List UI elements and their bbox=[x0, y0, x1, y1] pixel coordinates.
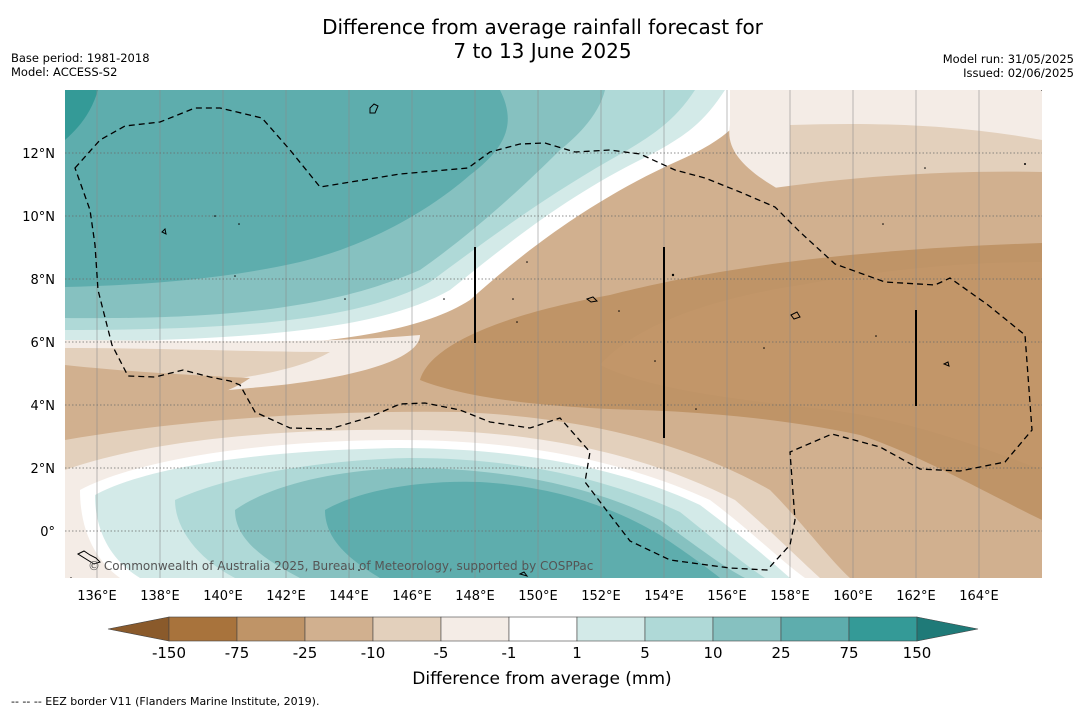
colorbar-tick-labels: -150 -75 -25 -10 -5 -1 1 5 10 25 75 150 bbox=[152, 644, 931, 662]
colorbar-cell-3 bbox=[304, 616, 374, 642]
lat-label-0: 0° bbox=[40, 525, 55, 540]
cb-tick-label: 25 bbox=[771, 644, 790, 662]
map-title-line2: 7 to 13 June 2025 bbox=[453, 39, 632, 63]
eez-border bbox=[74, 107, 1033, 571]
base-period-text: Base period: 1981-2018 bbox=[11, 51, 150, 65]
cb-tick-label: -75 bbox=[225, 644, 250, 662]
colorbar-cell-6 bbox=[508, 616, 578, 642]
lon-label-148E: 148°E bbox=[455, 589, 495, 604]
colorbar-cell-1 bbox=[168, 616, 238, 642]
lon-label-156E: 156°E bbox=[707, 589, 747, 604]
island-outlines bbox=[76, 103, 950, 577]
lon-label-142E: 142°E bbox=[266, 589, 306, 604]
small-islands bbox=[70, 90, 1042, 578]
colorbar-cell-5 bbox=[440, 616, 510, 642]
lon-label-146E: 146°E bbox=[392, 589, 432, 604]
model-run-text: Model run: 31/05/2025 bbox=[942, 52, 1074, 66]
lon-label-162E: 162°E bbox=[896, 589, 936, 604]
lat-label-2N: 2°N bbox=[31, 462, 56, 477]
lon-label-150E: 150°E bbox=[518, 589, 558, 604]
lon-label-152E: 152°E bbox=[581, 589, 621, 604]
dry-band-west-3 bbox=[65, 365, 250, 422]
cb-tick-label: -150 bbox=[152, 644, 186, 662]
colorbar-cell-2 bbox=[236, 616, 306, 642]
lon-label-158E: 158°E bbox=[770, 589, 810, 604]
copyright-credit: © Commonwealth of Australia 2025, Bureau… bbox=[88, 559, 593, 573]
colorbar bbox=[107, 616, 979, 642]
lon-label-138E: 138°E bbox=[140, 589, 180, 604]
lat-label-10N: 10°N bbox=[22, 210, 55, 225]
lon-label-136E: 136°E bbox=[77, 589, 117, 604]
colorbar-title: Difference from average (mm) bbox=[412, 669, 671, 689]
lat-label-6N: 6°N bbox=[31, 336, 56, 351]
latitude-labels: 12°N 10°N 8°N 6°N 4°N 2°N 0° bbox=[22, 147, 55, 540]
wet-band-north-5 bbox=[65, 90, 508, 287]
cb-tick-label: 150 bbox=[903, 644, 932, 662]
colorbar-cell-9 bbox=[712, 616, 782, 642]
map-title-line1: Difference from average rainfall forecas… bbox=[322, 15, 763, 39]
lat-label-4N: 4°N bbox=[31, 399, 56, 414]
issued-text: Issued: 02/06/2025 bbox=[963, 66, 1074, 80]
dry-core-inner bbox=[600, 262, 1042, 470]
lon-label-164E: 164°E bbox=[959, 589, 999, 604]
cb-tick-label: 1 bbox=[572, 644, 582, 662]
longitude-labels: 136°E 138°E 140°E 142°E 144°E 146°E 148°… bbox=[77, 589, 999, 604]
map-panel: © Commonwealth of Australia 2025, Bureau… bbox=[65, 90, 1042, 578]
cb-tick-label: 10 bbox=[703, 644, 722, 662]
colorbar-cell-7 bbox=[576, 616, 646, 642]
wet-band-north-6 bbox=[65, 90, 98, 140]
colorbar-cell-8 bbox=[644, 616, 714, 642]
colorbar-cell-11 bbox=[848, 616, 918, 642]
colorbar-arrow-wet bbox=[916, 616, 979, 642]
cb-tick-label: 5 bbox=[640, 644, 650, 662]
colorbar-cell-4 bbox=[372, 616, 442, 642]
lon-label-140E: 140°E bbox=[203, 589, 243, 604]
lat-label-8N: 8°N bbox=[31, 273, 56, 288]
lon-label-144E: 144°E bbox=[329, 589, 369, 604]
lon-label-154E: 154°E bbox=[644, 589, 684, 604]
colorbar-cell-10 bbox=[780, 616, 850, 642]
graticule bbox=[96, 90, 980, 578]
eez-footnote: -- -- -- EEZ border V11 (Flanders Marine… bbox=[11, 695, 320, 708]
zone-markers bbox=[474, 247, 917, 438]
cb-tick-label: -5 bbox=[434, 644, 449, 662]
cb-tick-label: -25 bbox=[293, 644, 318, 662]
wet-band-south-5 bbox=[325, 481, 720, 578]
cb-tick-label: -10 bbox=[361, 644, 386, 662]
model-text: Model: ACCESS-S2 bbox=[11, 65, 118, 79]
cb-tick-label: -1 bbox=[502, 644, 517, 662]
lon-label-160E: 160°E bbox=[833, 589, 873, 604]
lat-label-12N: 12°N bbox=[22, 147, 55, 162]
cb-tick-label: 75 bbox=[839, 644, 858, 662]
colorbar-arrow-dry bbox=[107, 616, 170, 642]
